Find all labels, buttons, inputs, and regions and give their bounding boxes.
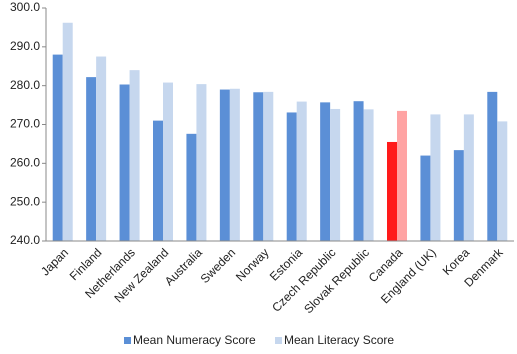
- bar: [353, 101, 364, 241]
- bar: [487, 91, 498, 241]
- bar: [129, 70, 140, 241]
- bar: [96, 56, 107, 241]
- bar: [52, 54, 63, 241]
- legend-swatch: [124, 337, 131, 344]
- y-tick-label: 270.0: [10, 117, 40, 131]
- bar: [420, 155, 431, 241]
- bar: [119, 84, 130, 241]
- bar: [330, 108, 341, 241]
- legend-swatch: [275, 337, 282, 344]
- bar: [320, 102, 331, 242]
- bar: [453, 150, 464, 241]
- y-tick-label: 260.0: [10, 156, 40, 170]
- bar: [253, 92, 264, 241]
- bar: [62, 22, 73, 241]
- bar: [196, 84, 207, 241]
- bar: [286, 112, 297, 241]
- bar: [153, 120, 163, 241]
- y-tick-label: 290.0: [10, 39, 40, 53]
- bar: [229, 88, 240, 241]
- bar: [186, 133, 197, 241]
- x-tick-label: Sweden: [198, 245, 239, 286]
- bar: [430, 114, 441, 241]
- legend-label: Mean Numeracy Score: [133, 333, 256, 347]
- bar: [463, 114, 474, 241]
- bar: [263, 91, 274, 241]
- y-tick-label: 280.0: [10, 78, 40, 92]
- bar: [397, 110, 407, 242]
- bar: [163, 82, 173, 241]
- bar: [387, 141, 397, 241]
- y-tick-label: 250.0: [10, 194, 40, 208]
- x-tick-label: Norway: [233, 245, 272, 284]
- bar: [363, 109, 374, 241]
- y-tick-label: 240.0: [10, 233, 40, 247]
- bar: [497, 121, 508, 241]
- x-tick-label: Australia: [162, 245, 205, 288]
- bar: [86, 77, 97, 241]
- bar: [219, 89, 230, 241]
- y-tick-label: 300.0: [10, 0, 40, 14]
- bar: [296, 101, 307, 241]
- legend-label: Mean Literacy Score: [284, 333, 394, 347]
